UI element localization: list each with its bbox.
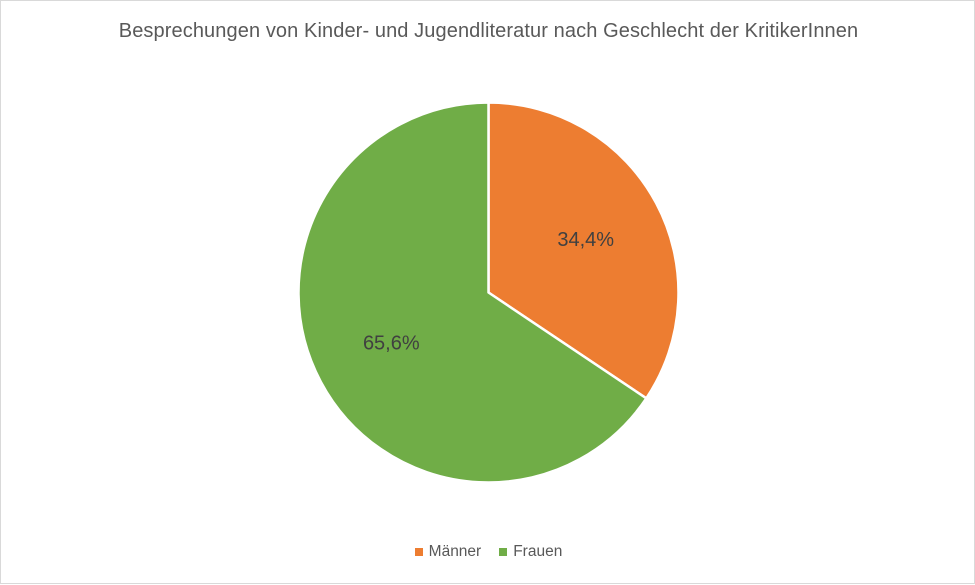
legend-label-maenner: Männer xyxy=(428,543,482,560)
legend-swatch-maenner xyxy=(414,548,423,556)
pie-slices xyxy=(297,101,680,484)
chart-legend: Männer Frauen xyxy=(1,543,975,561)
pie-slice-maenner xyxy=(487,101,680,400)
legend-item-maenner: Männer xyxy=(414,543,482,561)
chart-title: Besprechungen von Kinder- und Jugendlite… xyxy=(118,20,859,42)
legend-item-frauen: Frauen xyxy=(499,543,562,561)
legend-label-frauen: Frauen xyxy=(513,543,563,560)
pie-data-labels: 34,4% 65,6% xyxy=(363,229,614,355)
pie-slice-frauen xyxy=(297,101,648,484)
data-label-maenner: 34,4% xyxy=(557,229,614,251)
data-label-frauen: 65,6% xyxy=(363,333,420,355)
legend-swatch-frauen xyxy=(499,548,508,556)
